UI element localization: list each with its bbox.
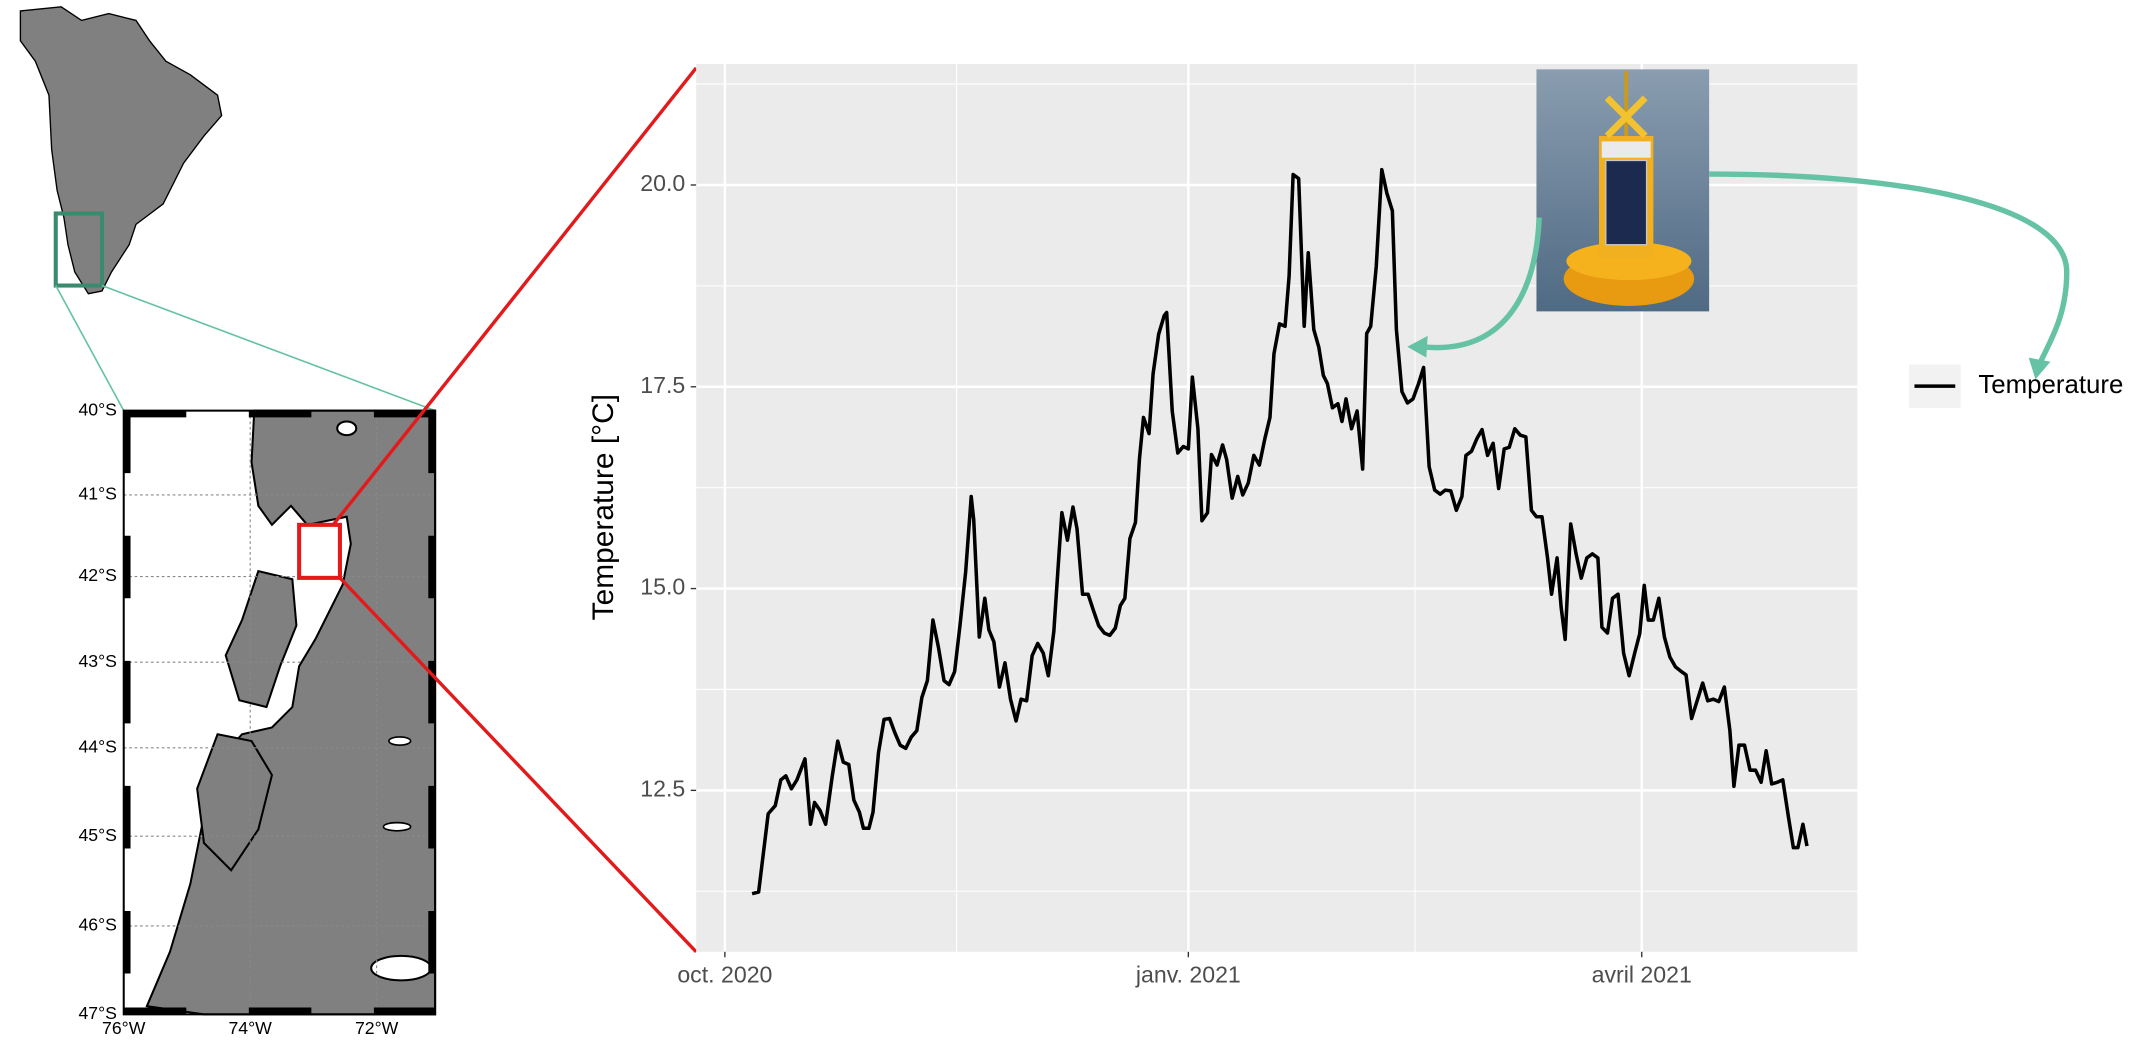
lake bbox=[370, 954, 433, 982]
continent bbox=[19, 6, 223, 295]
arrow bbox=[1709, 171, 2070, 366]
zoom-line bbox=[101, 284, 436, 412]
study-area-box bbox=[297, 522, 342, 580]
latitude-label: 44°S bbox=[78, 737, 116, 757]
zoom-line bbox=[331, 66, 698, 526]
latitude-label: 40°S bbox=[78, 399, 116, 419]
map-border-ticks bbox=[123, 410, 436, 1015]
latitude-label: 45°S bbox=[78, 825, 116, 845]
island bbox=[196, 733, 274, 872]
y-tick-label: 12.5 bbox=[640, 775, 685, 801]
latitude-label: 47°S bbox=[78, 1003, 116, 1023]
x-tick-label: avril 2021 bbox=[1592, 961, 1692, 987]
y-axis-title: Temperature [°C] bbox=[587, 394, 620, 620]
buoy-photo bbox=[1536, 69, 1710, 312]
lake bbox=[382, 821, 412, 832]
arrowhead bbox=[2028, 357, 2051, 380]
island bbox=[224, 569, 298, 709]
longitude-label: 72°W bbox=[355, 1018, 399, 1038]
y-tick-label: 17.5 bbox=[640, 372, 685, 398]
longitude-label: 76°W bbox=[102, 1018, 146, 1038]
x-tick-label: oct. 2020 bbox=[677, 961, 772, 987]
y-tick-label: 20.0 bbox=[640, 170, 685, 196]
lake bbox=[336, 420, 358, 437]
overview-box bbox=[53, 211, 105, 288]
zoom-line bbox=[338, 576, 698, 953]
latitude-label: 46°S bbox=[78, 915, 116, 935]
lake bbox=[388, 736, 412, 746]
arrowhead bbox=[1407, 335, 1428, 358]
latitude-label: 43°S bbox=[78, 651, 116, 671]
arrow bbox=[1420, 217, 1542, 351]
legend-label: Temperature bbox=[1978, 371, 2123, 399]
line bbox=[751, 167, 1809, 896]
latitude-label: 42°S bbox=[78, 565, 116, 585]
zoom-line bbox=[55, 285, 125, 412]
longitude-label: 74°W bbox=[228, 1018, 272, 1038]
map-graticule bbox=[123, 410, 436, 1015]
x-tick-label: janv. 2021 bbox=[1135, 961, 1241, 987]
y-tick-label: 15.0 bbox=[640, 574, 685, 600]
latitude-label: 41°S bbox=[78, 484, 116, 504]
